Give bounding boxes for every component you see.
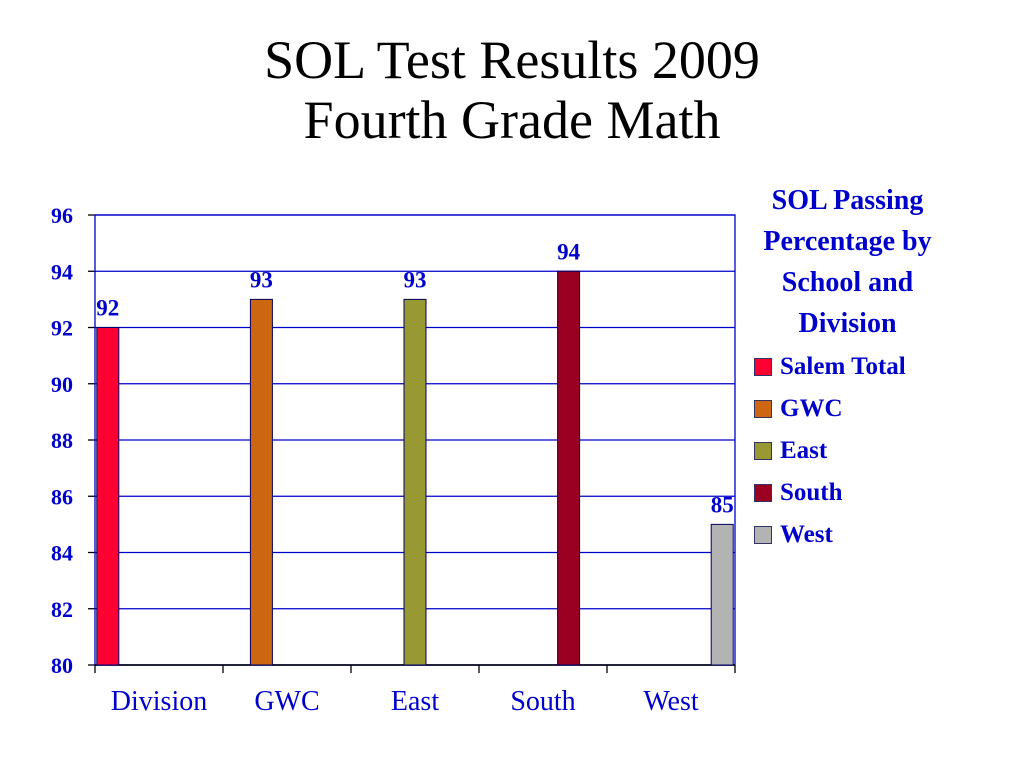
legend-label: East	[780, 437, 828, 464]
y-tick-label: 80	[51, 653, 73, 678]
data-label: 92	[96, 296, 119, 321]
y-tick-label: 96	[51, 203, 73, 228]
legend-swatch	[754, 358, 772, 376]
data-label: 93	[250, 267, 273, 292]
legend-item: East	[740, 430, 955, 472]
legend-label: South	[780, 479, 843, 506]
slide-title: SOL Test Results 2009 Fourth Grade Math	[0, 30, 1024, 150]
category-label: East	[391, 686, 439, 717]
category-label: West	[643, 686, 699, 717]
bar-east	[403, 298, 427, 666]
category-label: Division	[111, 686, 207, 717]
bar-salem-total	[96, 327, 120, 666]
y-tick-label: 90	[51, 372, 73, 397]
legend-item: West	[740, 514, 955, 556]
category-label: South	[510, 686, 575, 717]
legend-label: West	[780, 521, 833, 548]
title-line-2: Fourth Grade Math	[303, 90, 721, 150]
bar-west	[710, 523, 734, 666]
legend-label: GWC	[780, 395, 843, 422]
legend-items: Salem Total GWC East South West	[740, 346, 955, 556]
y-tick-label: 88	[51, 428, 73, 453]
legend: SOL Passing Percentage by School and Div…	[740, 180, 955, 556]
legend-item: GWC	[740, 388, 955, 430]
y-tick-label: 92	[51, 316, 73, 341]
y-tick-label: 84	[51, 541, 73, 566]
legend-swatch	[754, 400, 772, 418]
legend-swatch	[754, 442, 772, 460]
legend-title: SOL Passing Percentage by School and Div…	[763, 185, 932, 339]
data-label: 85	[711, 492, 734, 517]
title-line-1: SOL Test Results 2009	[264, 30, 760, 90]
legend-label: Salem Total	[780, 353, 906, 380]
bar-gwc	[249, 298, 273, 666]
y-tick-label: 82	[51, 597, 73, 622]
legend-swatch	[754, 526, 772, 544]
y-tick-label: 94	[51, 259, 73, 284]
data-label: 93	[404, 267, 427, 292]
legend-item: South	[740, 472, 955, 514]
legend-item: Salem Total	[740, 346, 955, 388]
legend-swatch	[754, 484, 772, 502]
category-label: GWC	[254, 686, 319, 717]
y-tick-label: 86	[51, 484, 73, 509]
bar-south	[557, 270, 581, 666]
data-label: 94	[557, 239, 581, 264]
